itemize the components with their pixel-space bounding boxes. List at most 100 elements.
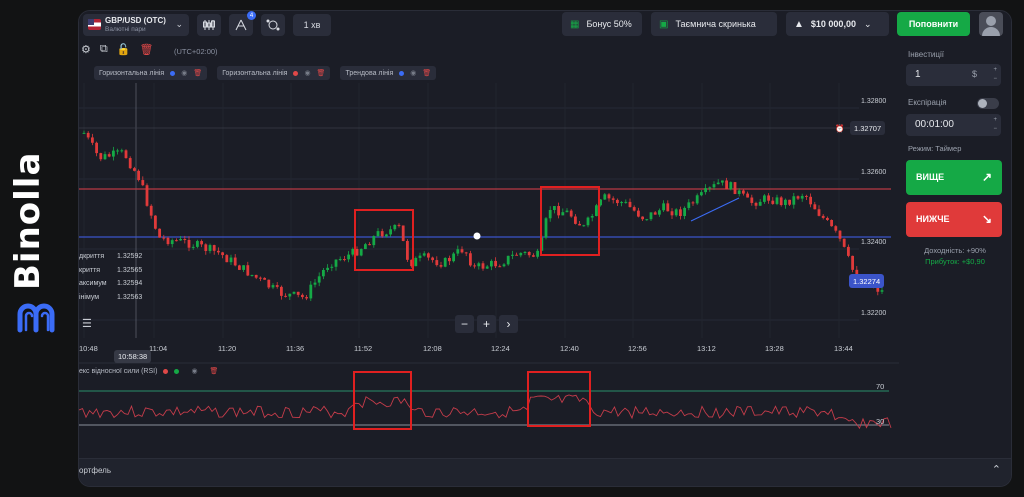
candle-body <box>586 217 590 226</box>
lock-icon[interactable]: 🔓 <box>116 44 131 56</box>
portfolio-bar[interactable]: ортфель ⌃ <box>79 458 1011 486</box>
candle-body <box>721 180 724 183</box>
zoom-in-button[interactable]: + <box>477 315 496 333</box>
drawing-item[interactable]: Горизонтальна лінія ◉ 🗑 <box>217 66 331 80</box>
mystery-box-label: Таємнича скринька <box>675 19 756 29</box>
candle-body <box>95 142 98 154</box>
candle-body <box>301 294 304 298</box>
price-chart[interactable] <box>79 38 899 458</box>
candle-body <box>443 257 447 267</box>
rsi-color-dot <box>163 368 169 374</box>
candle-body <box>107 154 111 157</box>
candle-body <box>595 205 598 217</box>
candle-body <box>502 264 506 267</box>
ohlc-label: інімум <box>79 293 100 301</box>
lower-button[interactable]: НИЖЧЕ ↘ <box>906 202 1002 237</box>
trash-icon[interactable]: 🗑 <box>209 368 219 375</box>
candle-body <box>611 198 615 200</box>
sliders-icon[interactable]: ☰ <box>82 318 92 330</box>
candle-body <box>145 185 149 206</box>
ohlc-row: криття 1.32565 <box>79 264 159 278</box>
candle-body <box>725 180 728 190</box>
candle-body <box>649 212 653 220</box>
investment-field[interactable]: 1 $ + − <box>906 64 1001 86</box>
candle-body <box>763 195 766 202</box>
candle-body <box>280 286 283 296</box>
candle-body <box>313 282 317 285</box>
candle-body <box>784 199 787 206</box>
candle-body <box>296 291 300 295</box>
chevron-up-icon[interactable]: ⌃ <box>991 464 1001 476</box>
eye-icon[interactable]: ◉ <box>304 70 311 77</box>
asset-selector[interactable]: GBP/USD (OTC) Валютні пари ⌄ <box>83 14 189 36</box>
balance-selector[interactable]: ▲ $10 000,00 ⌄ <box>786 12 889 36</box>
candle-body <box>469 253 472 266</box>
candle-body <box>372 236 376 246</box>
candle-body <box>460 249 464 253</box>
candle-body <box>599 199 602 206</box>
scroll-right-button[interactable]: › <box>499 315 518 333</box>
chart-area[interactable]: ⚙ ⧉ 🔓 🗑 (UTC+02:00) Горизонтальна лінія … <box>79 38 899 468</box>
alarm-icon[interactable]: ⏰ <box>835 123 845 133</box>
trash-icon[interactable]: 🗑 <box>193 70 203 77</box>
candle-body <box>200 241 203 245</box>
candle-body <box>805 195 808 197</box>
time-stepper[interactable]: + − <box>993 117 997 132</box>
time-tick: 13:28 <box>765 344 784 353</box>
candle-body <box>796 196 800 199</box>
time-tick: 11:52 <box>354 344 373 353</box>
candle-body <box>565 210 569 213</box>
investment-value: 1 <box>915 69 921 80</box>
quantity-stepper[interactable]: + − <box>993 67 997 82</box>
candle-body <box>343 259 346 261</box>
deposit-button[interactable]: Поповнити <box>897 12 970 36</box>
candle-body <box>519 252 523 256</box>
candle-body <box>397 224 401 226</box>
candle-body <box>716 182 720 185</box>
zoom-out-button[interactable]: − <box>455 315 474 333</box>
candle-body <box>133 168 136 171</box>
candle-body <box>498 266 502 268</box>
ohlc-legend: дкриття 1.32592 криття 1.32565 аксимум 1.32… <box>79 250 159 304</box>
expiration-field[interactable]: 00:01:00 + − <box>906 114 1001 136</box>
eye-icon[interactable]: ◉ <box>191 368 198 375</box>
indicators-button[interactable]: 4 <box>229 11 256 36</box>
candle-body <box>385 234 388 237</box>
rsi-level-30: 30 <box>876 417 885 426</box>
drawing-tools-button[interactable] <box>261 14 285 36</box>
balance-amount: $10 000,00 <box>810 19 856 29</box>
drawing-item[interactable]: Трендова лінія ◉ 🗑 <box>340 66 437 80</box>
higher-button[interactable]: ВИЩЕ ↗ <box>906 160 1002 195</box>
brand-name: Binolla <box>8 151 48 290</box>
avatar[interactable] <box>979 12 1003 36</box>
candle-body <box>523 251 527 253</box>
candle-type-button[interactable] <box>197 14 221 36</box>
chevron-down-icon: ⌄ <box>863 18 872 29</box>
bonus-label: Бонус 50% <box>586 19 632 29</box>
drawing-label: Трендова лінія <box>345 69 394 77</box>
candle-body <box>435 260 439 266</box>
candle-body <box>137 170 140 181</box>
eye-icon[interactable]: ◉ <box>410 70 417 77</box>
trash-icon[interactable]: 🗑 <box>139 44 154 56</box>
bonus-button[interactable]: ▦ Бонус 50% <box>562 12 642 36</box>
mystery-box-button[interactable]: ▣ Таємнича скринька <box>651 12 777 36</box>
rsi-level-70: 70 <box>876 382 885 391</box>
profit-label: Прибуток: +$0,90 <box>925 257 985 266</box>
candle-body <box>809 196 812 205</box>
candle-body <box>813 204 817 210</box>
time-tick: 10:48 <box>79 344 98 353</box>
copy-icon[interactable]: ⧉ <box>99 43 108 55</box>
trash-icon[interactable]: 🗑 <box>422 70 432 77</box>
candle-body <box>653 212 657 215</box>
expiration-toggle[interactable] <box>977 98 999 109</box>
gear-icon[interactable]: ⚙ <box>81 44 91 56</box>
eye-icon[interactable]: ◉ <box>181 70 188 77</box>
timeframe-selector[interactable]: 1 хв <box>293 14 331 36</box>
trash-icon[interactable]: 🗑 <box>316 70 326 77</box>
drawing-item[interactable]: Горизонтальна лінія ◉ 🗑 <box>94 66 208 80</box>
current-price-label: 1.32274 <box>849 274 885 288</box>
candle-body <box>481 263 485 269</box>
trading-app: GBP/USD (OTC) Валютні пари ⌄ 4 1 хв ▦ Бо… <box>78 10 1012 487</box>
candle-body <box>141 180 145 186</box>
